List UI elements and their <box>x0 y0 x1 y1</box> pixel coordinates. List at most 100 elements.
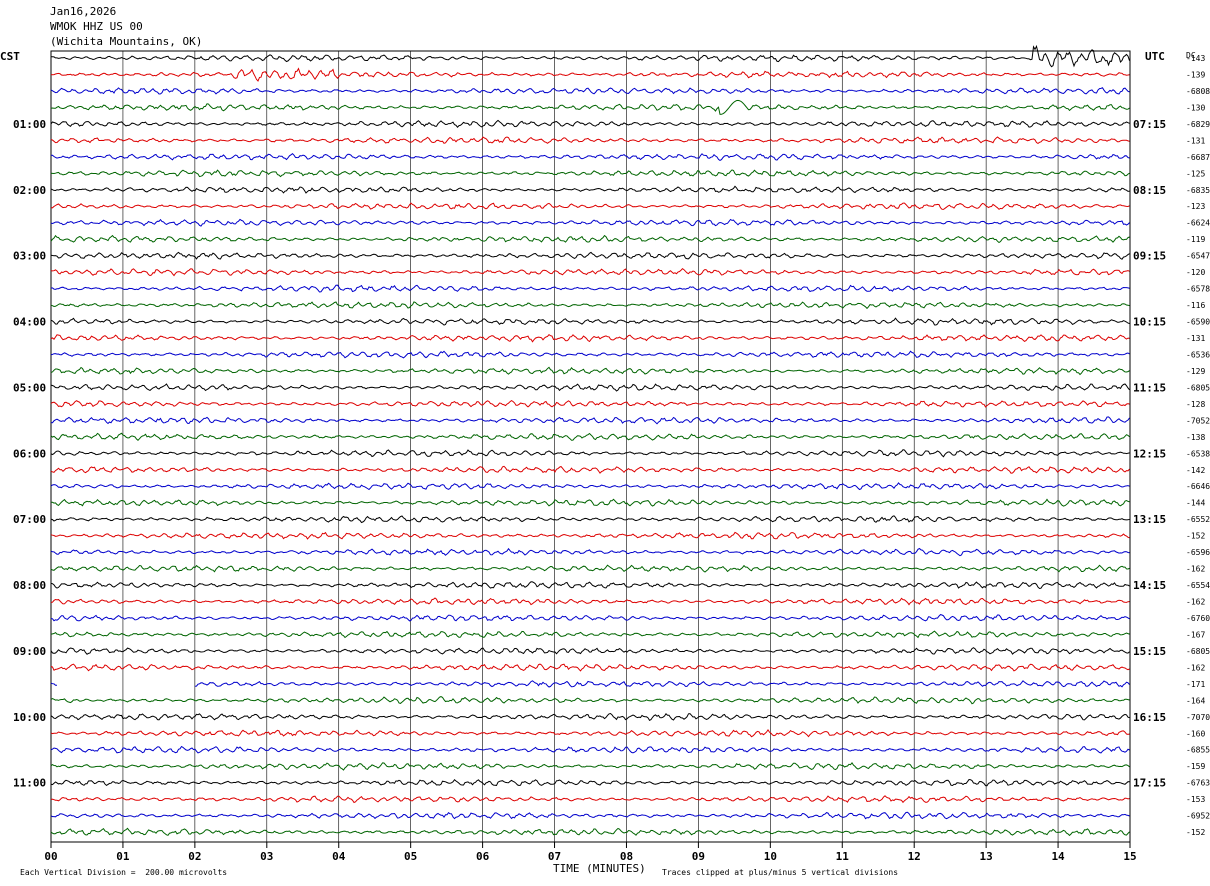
right-time-label: 11:15 <box>1133 381 1166 394</box>
dc-value: -6805 <box>1186 383 1210 392</box>
dc-value: -159 <box>1186 762 1205 771</box>
trace-row-30 <box>50 547 1130 557</box>
dc-value: -6646 <box>1186 482 1210 491</box>
dc-value: -162 <box>1186 565 1205 574</box>
x-tick-label: 10 <box>764 850 777 863</box>
dc-value: -129 <box>1186 367 1205 376</box>
x-tick-label: 01 <box>116 850 130 863</box>
trace-row-5 <box>50 136 1130 144</box>
x-tick-label: 09 <box>692 850 705 863</box>
left-time-label: 01:00 <box>13 118 46 131</box>
trace-row-32 <box>50 581 1130 590</box>
trace-row-35 <box>50 630 1130 639</box>
dc-value: -6808 <box>1186 87 1210 96</box>
trace-row-3 <box>50 99 1130 115</box>
x-tick-label: 00 <box>44 850 57 863</box>
dc-value: -6835 <box>1186 186 1210 195</box>
plot-frame <box>50 50 1131 843</box>
trace-row-31 <box>50 564 1130 573</box>
dc-value: -125 <box>1186 169 1205 178</box>
right-time-label: 17:15 <box>1133 777 1166 790</box>
trace-row-37 <box>50 663 1130 672</box>
dc-value: -116 <box>1186 301 1205 310</box>
trace-row-36 <box>50 647 1130 655</box>
x-axis-title: TIME (MINUTES) <box>553 862 646 875</box>
dc-value: -6952 <box>1186 812 1210 821</box>
dc-value: -6687 <box>1186 153 1210 162</box>
dc-value: -6763 <box>1186 779 1210 788</box>
dc-value: -7070 <box>1186 713 1210 722</box>
trace-row-27 <box>51 498 1130 507</box>
x-tick-label: 05 <box>404 850 417 863</box>
dc-value: -153 <box>1186 795 1205 804</box>
left-time-label: 10:00 <box>13 711 46 724</box>
x-tick-label: 04 <box>332 850 346 863</box>
trace-row-17 <box>50 334 1130 343</box>
trace-row-38 <box>50 680 1130 688</box>
trace-row-6 <box>51 153 1130 161</box>
trace-row-0 <box>51 44 1130 68</box>
trace-row-21 <box>50 400 1130 408</box>
dc-value: -162 <box>1186 598 1205 607</box>
dc-value: -7052 <box>1186 416 1210 425</box>
right-time-label: 15:15 <box>1133 645 1166 658</box>
dc-value: -6855 <box>1186 746 1210 755</box>
trace-row-12 <box>50 251 1130 260</box>
left-time-label: 09:00 <box>13 645 46 658</box>
dc-value: -6538 <box>1186 449 1210 458</box>
trace-row-46 <box>50 811 1130 820</box>
trace-row-28 <box>50 515 1130 524</box>
left-time-label: 04:00 <box>13 316 46 329</box>
trace-row-22 <box>50 416 1130 425</box>
dc-value: -164 <box>1186 696 1205 705</box>
left-time-label: 03:00 <box>13 250 46 263</box>
x-tick-label: 08 <box>620 850 633 863</box>
left-time-label: 07:00 <box>13 513 46 526</box>
footer-scale-note: Each Vertical Division = 200.00 microvol… <box>20 868 228 877</box>
trace-row-33 <box>50 597 1130 606</box>
dc-value: -131 <box>1186 334 1205 343</box>
dc-value: -6554 <box>1186 581 1210 590</box>
dc-value: -138 <box>1186 433 1205 442</box>
dc-value: -167 <box>1186 630 1205 639</box>
dc-value: -143 <box>1186 54 1205 63</box>
dc-value: -6590 <box>1186 318 1210 327</box>
trace-row-47 <box>50 827 1130 837</box>
trace-row-23 <box>50 432 1130 441</box>
trace-row-2 <box>50 87 1130 95</box>
trace-row-18 <box>50 350 1130 359</box>
x-tick-label: 15 <box>1123 850 1136 863</box>
x-tick-label: 14 <box>1051 850 1065 863</box>
right-time-label: 13:15 <box>1133 513 1166 526</box>
x-tick-label: 11 <box>836 850 850 863</box>
trace-row-15 <box>50 301 1130 310</box>
dc-value: -152 <box>1186 532 1205 541</box>
right-timezone-label: UTC <box>1145 50 1165 63</box>
dc-value: -160 <box>1186 729 1205 738</box>
left-timezone-label: CST <box>0 50 20 63</box>
dc-value: -152 <box>1186 828 1205 837</box>
x-tick-label: 12 <box>908 850 921 863</box>
left-time-label: 11:00 <box>13 777 46 790</box>
trace-row-29 <box>50 531 1130 540</box>
dc-value: -6536 <box>1186 350 1210 359</box>
dc-value: -6578 <box>1186 285 1210 294</box>
left-time-label: 05:00 <box>13 381 46 394</box>
dc-value: -6596 <box>1186 548 1210 557</box>
trace-row-24 <box>50 449 1130 458</box>
trace-row-26 <box>50 482 1130 491</box>
trace-row-39 <box>50 696 1130 705</box>
trace-row-16 <box>50 317 1130 326</box>
left-time-label: 06:00 <box>13 447 46 460</box>
trace-row-45 <box>50 795 1130 804</box>
dc-value: -119 <box>1186 235 1205 244</box>
right-time-label: 10:15 <box>1133 316 1166 329</box>
dc-value: -6760 <box>1186 614 1210 623</box>
trace-row-14 <box>50 284 1130 293</box>
dc-value: -162 <box>1186 663 1205 672</box>
right-time-label: 16:15 <box>1133 711 1166 724</box>
trace-row-9 <box>50 202 1130 210</box>
trace-row-4 <box>50 119 1130 128</box>
trace-row-13 <box>50 268 1130 277</box>
dc-value: -6829 <box>1186 120 1210 129</box>
